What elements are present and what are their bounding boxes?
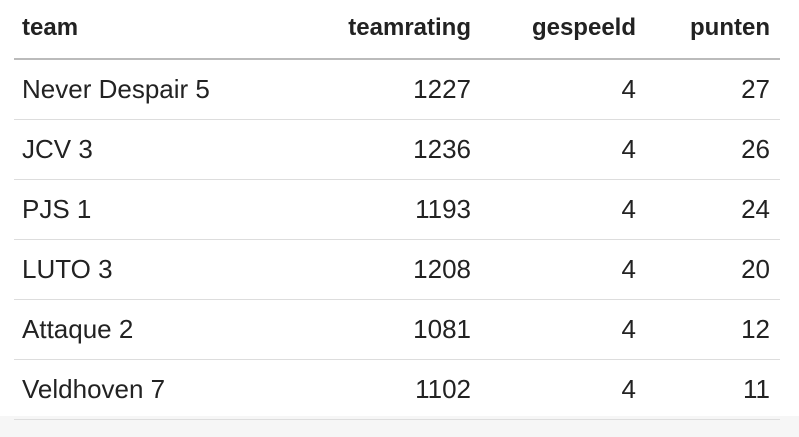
standings-table: team teamrating gespeeld punten Never Despai… bbox=[14, 0, 780, 420]
table-cell: PJS 1 bbox=[22, 194, 92, 224]
table-cell: 1236 bbox=[413, 134, 471, 164]
table-cell: 1081 bbox=[413, 314, 471, 344]
table-cell: JCV 3 bbox=[22, 134, 93, 164]
column-header: team bbox=[22, 14, 79, 41]
table-cell: 4 bbox=[621, 314, 636, 344]
table-cell: 24 bbox=[741, 194, 770, 224]
table-row: LUTO 3 1208 4 20 bbox=[14, 240, 780, 300]
column-header: punten bbox=[690, 14, 770, 41]
table-cell: 11 bbox=[743, 374, 770, 404]
table-row: PJS 1 1193 4 24 bbox=[14, 180, 780, 240]
table-cell: 12 bbox=[741, 314, 770, 344]
table-row: JCV 3 1236 4 26 bbox=[14, 120, 780, 180]
table-cell: Attaque 2 bbox=[22, 314, 134, 344]
table-cell: 4 bbox=[621, 374, 636, 404]
table-cell: 1227 bbox=[413, 74, 471, 104]
table-cell: 4 bbox=[621, 254, 636, 284]
table-row: Veldhoven 7 1102 4 11 bbox=[14, 360, 780, 420]
table-cell: 1193 bbox=[415, 194, 471, 224]
table-row: Attaque 2 1081 4 12 bbox=[14, 300, 780, 360]
table-cell: LUTO 3 bbox=[22, 254, 113, 284]
table-cell: 4 bbox=[621, 194, 636, 224]
table-cell: 20 bbox=[741, 254, 770, 284]
table-cell: 1208 bbox=[413, 254, 471, 284]
table-cell: 1102 bbox=[415, 374, 471, 404]
header-row: team teamrating gespeeld punten bbox=[14, 0, 780, 60]
footer-bar bbox=[0, 416, 799, 437]
table-cell: Veldhoven 7 bbox=[22, 374, 166, 404]
table-cell: 26 bbox=[741, 134, 770, 164]
table-cell: Never Despair 5 bbox=[22, 74, 210, 104]
table-cell: 4 bbox=[621, 74, 636, 104]
column-header: gespeeld bbox=[531, 14, 636, 41]
table-cell: 27 bbox=[741, 74, 770, 104]
table-cell: 4 bbox=[621, 134, 636, 164]
table-row: Never Despair 5 1227 4 27 bbox=[14, 60, 780, 120]
column-header: teamrating bbox=[348, 14, 471, 41]
